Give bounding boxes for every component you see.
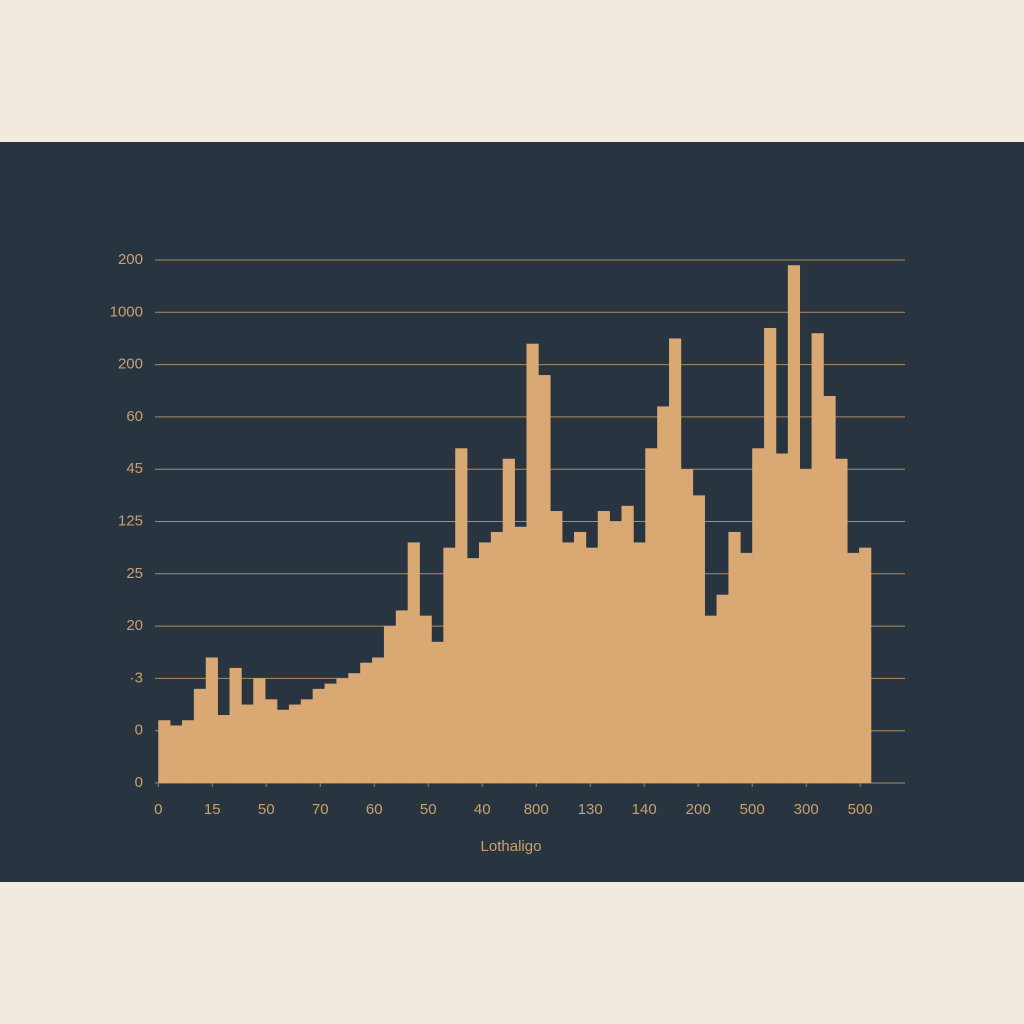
x-tick-label: 50: [420, 801, 437, 818]
y-tick-label: 1000: [110, 303, 143, 320]
bar: [799, 469, 812, 783]
bar: [431, 641, 444, 783]
y-tick-label: 0: [135, 722, 143, 739]
bar: [740, 552, 753, 783]
bar: [787, 265, 801, 784]
bar: [502, 458, 515, 783]
bar: [217, 715, 230, 783]
bar: [443, 547, 456, 783]
bar: [514, 526, 527, 783]
bar: [265, 699, 278, 783]
x-tick-label: 50: [258, 801, 275, 818]
bar: [562, 542, 575, 783]
bar: [419, 615, 432, 783]
bar: [704, 615, 717, 783]
y-tick-label: 45: [126, 460, 143, 477]
x-tick-label: 500: [740, 801, 765, 818]
y-tick-label: 25: [126, 565, 143, 582]
bar: [193, 688, 207, 783]
bar: [680, 469, 694, 783]
bar: [669, 338, 682, 783]
bar: [728, 531, 741, 783]
x-tick-label: 500: [848, 801, 873, 818]
bar: [609, 521, 622, 783]
bar: [467, 558, 480, 783]
bar: [229, 667, 242, 783]
bar: [716, 594, 729, 783]
bar: [597, 511, 610, 783]
bar: [181, 720, 195, 783]
x-tick-label: 70: [312, 801, 329, 818]
bar: [348, 673, 361, 783]
y-tick-label: 125: [118, 512, 143, 529]
bar: [277, 709, 290, 783]
bar: [764, 327, 777, 783]
bar: [621, 505, 634, 783]
bar: [360, 662, 373, 783]
bar: [241, 704, 254, 783]
x-tick-label: 40: [474, 801, 491, 818]
x-tick-label: 140: [632, 801, 657, 818]
bar: [823, 395, 836, 783]
y-tick-label: 0: [135, 774, 143, 791]
x-axis-title: Lothaligo: [481, 838, 542, 855]
bar: [170, 725, 183, 783]
bar: [478, 542, 492, 783]
bar: [645, 448, 658, 783]
bar: [253, 678, 266, 783]
y-tick-label: 20: [126, 617, 143, 634]
x-tick-label: 0: [154, 801, 162, 818]
bar: [395, 610, 408, 783]
bar: [811, 333, 824, 783]
x-tick-label: 60: [366, 801, 383, 818]
y-tick-label: ·3: [130, 669, 143, 686]
bar: [300, 699, 313, 783]
x-tick-label: 15: [204, 801, 221, 818]
bar: [585, 547, 599, 783]
bar: [633, 542, 646, 783]
x-tick-label: 130: [578, 801, 603, 818]
bar: [490, 531, 504, 783]
x-tick-label: 200: [686, 801, 711, 818]
y-tick-label: 60: [126, 408, 143, 425]
bar: [372, 657, 385, 783]
x-tick-label: 800: [524, 801, 549, 818]
bar: [312, 688, 325, 783]
bar: [859, 547, 872, 783]
bar: [526, 343, 539, 783]
y-tick-label: 200: [118, 356, 143, 373]
bar: [336, 678, 349, 783]
bar: [847, 552, 860, 783]
bar: [752, 448, 765, 783]
x-tick-label: 300: [794, 801, 819, 818]
bar: [407, 542, 420, 783]
bar: [692, 495, 705, 783]
bar: [657, 406, 670, 783]
bar: [775, 453, 789, 783]
bar: [205, 657, 218, 783]
bar: [538, 375, 551, 783]
bar: [383, 626, 397, 783]
bar: [158, 720, 171, 783]
y-tick-label: 200: [118, 251, 143, 268]
bar: [550, 511, 563, 783]
bar: [574, 531, 587, 783]
bar: [324, 683, 337, 783]
bar: [288, 704, 302, 783]
bar: [455, 448, 468, 783]
bar: [835, 458, 848, 783]
